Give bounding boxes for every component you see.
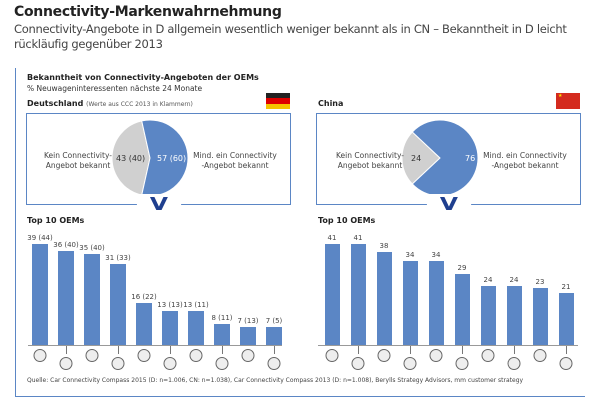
logo-audi-icon — [325, 349, 339, 362]
axis-tick — [566, 346, 567, 354]
bar-value-label: 21 — [561, 283, 571, 292]
x-axis — [318, 345, 578, 346]
bar-de-title: Top 10 OEMs — [27, 216, 85, 225]
panel-border-bottom — [15, 396, 585, 397]
logo-hyundai-icon — [533, 349, 547, 362]
bar — [428, 261, 444, 345]
logo-mercedes-benz-icon — [59, 357, 73, 370]
bar-value-label: 34 — [431, 251, 441, 260]
page-subtitle: Connectivity-Angebote in D allgemein wes… — [14, 22, 567, 51]
bar — [480, 285, 496, 345]
axis-tick — [358, 346, 359, 354]
bar-value-label: 39 (44) — [27, 233, 53, 242]
bar — [162, 311, 178, 345]
bar — [506, 285, 522, 345]
bar-value-label: 7 (5) — [265, 316, 283, 325]
axis-tick — [410, 346, 411, 354]
bar — [266, 326, 282, 345]
bar-value-label: 41 — [353, 234, 363, 243]
bar — [136, 303, 152, 345]
bar-value-label: 24 — [483, 275, 493, 284]
bar — [558, 293, 574, 345]
pie-cn-label-some: Mind. ein Connectivity -Angebot bekannt — [483, 151, 567, 170]
axis-tick — [118, 346, 119, 354]
pie-de-value-none: 43 (40) — [116, 154, 146, 163]
bar — [532, 288, 548, 345]
germany-flag-icon — [266, 93, 290, 109]
bar-cn-title: Top 10 OEMs — [318, 216, 376, 225]
pie-cn-value-none: 24 — [411, 154, 422, 163]
logo-ford-icon — [429, 349, 443, 362]
pie-de-value-some: 57 (60) — [157, 154, 187, 163]
chevron-down-icon: V — [136, 194, 182, 215]
chevron-down-icon: V — [426, 194, 472, 215]
axis-tick — [222, 346, 223, 354]
logo-volvo-icon — [241, 349, 255, 362]
page-title: Connectivity-Markenwahrnehmung — [14, 4, 282, 20]
pie-cn-value-some: 76 — [465, 154, 476, 163]
bar-value-label: 38 — [379, 241, 389, 250]
logo-porsche-icon — [137, 349, 151, 362]
source-note: Quelle: Car Connectivity Compass 2015 (D… — [27, 377, 524, 384]
bar — [32, 243, 48, 345]
bar-value-label: 23 — [535, 278, 545, 287]
pie-de-label-none: Kein Connectivity- Angebot bekannt — [44, 151, 112, 170]
region-de-title: Deutschland (Werte aus CCC 2013 in Klamm… — [27, 99, 193, 108]
bar-value-label: 13 (11) — [183, 301, 209, 310]
bar — [324, 244, 340, 345]
bar — [402, 261, 418, 345]
bar-value-label: 41 — [327, 234, 337, 243]
panel-border — [15, 68, 16, 396]
panel-subtitle: % Neuwageninteressenten nächste 24 Monat… — [27, 84, 203, 93]
logo-toyota-icon — [455, 357, 469, 370]
logo-nissan-icon — [559, 357, 573, 370]
logo-buick-icon — [507, 357, 521, 370]
logo-bmw-icon — [33, 349, 47, 362]
bar-value-label: 35 (40) — [79, 244, 105, 252]
bar-value-label: 16 (22) — [131, 293, 157, 302]
china-flag-icon: ★ — [556, 93, 580, 109]
bar-value-label: 29 — [457, 263, 467, 272]
axis-tick — [66, 346, 67, 354]
bar — [188, 311, 204, 345]
pie-slice-none — [111, 120, 151, 196]
bar — [240, 326, 256, 345]
logo-bmw-icon — [351, 357, 365, 370]
x-axis — [28, 345, 282, 346]
bar — [214, 324, 230, 345]
bar — [454, 273, 470, 345]
logo-toyota-icon — [215, 357, 229, 370]
bar-value-label: 8 (11) — [211, 314, 233, 323]
bar-value-label: 13 (13) — [157, 301, 183, 310]
bar — [84, 254, 100, 345]
bar — [58, 251, 74, 345]
axis-tick — [462, 346, 463, 354]
bar — [110, 264, 126, 345]
logo-volkswagen-icon — [377, 349, 391, 362]
logo-volkswagen-icon — [111, 357, 125, 370]
axis-tick — [514, 346, 515, 354]
bar-value-label: 24 — [509, 275, 519, 284]
bar — [350, 244, 366, 345]
logo-opel-icon — [163, 357, 177, 370]
logo-mini-icon — [267, 357, 281, 370]
bar-value-label: 7 (13) — [237, 316, 259, 325]
region-cn-title: China — [318, 99, 344, 108]
logo-audi-icon — [85, 349, 99, 362]
pie-de-label-some: Mind. ein Connectivity -Angebot bekannt — [193, 151, 277, 170]
logo-mercedes-benz-icon — [403, 357, 417, 370]
axis-tick — [274, 346, 275, 354]
logo-honda-icon — [481, 349, 495, 362]
bar — [376, 251, 392, 345]
axis-tick — [170, 346, 171, 354]
pie-charts — [111, 119, 479, 197]
bar-value-label: 34 — [405, 251, 415, 260]
pie-cn-label-none: Kein Connectivity- Angebot bekannt — [336, 151, 404, 170]
bar-value-label: 31 (33) — [105, 254, 131, 263]
pie-slice-none — [401, 131, 441, 185]
bar-value-label: 36 (40) — [53, 241, 79, 250]
logo-ford-icon — [189, 349, 203, 362]
panel-title: Bekanntheit von Connectivity-Angeboten d… — [27, 73, 259, 82]
